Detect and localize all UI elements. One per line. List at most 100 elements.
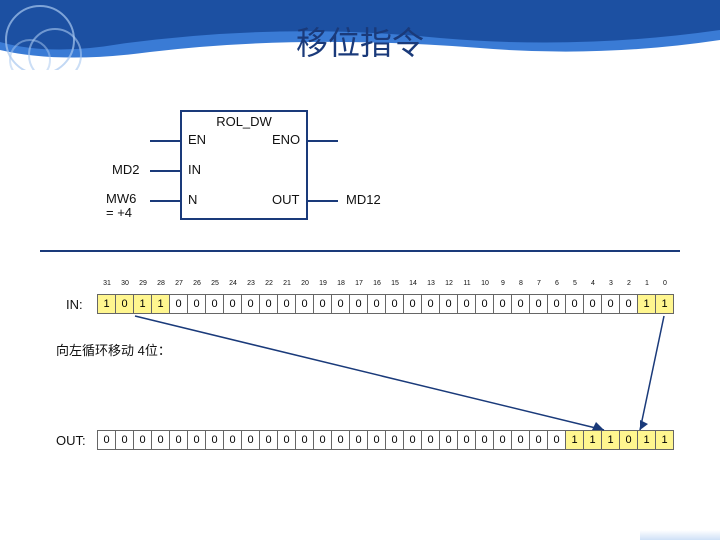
- bit-cell: 0: [241, 294, 260, 314]
- bit-index: 0: [656, 280, 674, 287]
- bit-cell: 0: [565, 294, 584, 314]
- bit-index: 27: [170, 280, 188, 287]
- bit-cell: 0: [475, 430, 494, 450]
- bit-index: 25: [206, 280, 224, 287]
- bit-cell: 0: [475, 294, 494, 314]
- bit-index: 2: [620, 280, 638, 287]
- bit-cell: 1: [565, 430, 584, 450]
- bit-cell: 0: [601, 294, 620, 314]
- bit-cell: 0: [511, 430, 530, 450]
- wire: [308, 200, 338, 202]
- page-title: 移位指令: [296, 18, 424, 64]
- bit-index: 5: [566, 280, 584, 287]
- bit-index: 15: [386, 280, 404, 287]
- bit-index: 19: [314, 280, 332, 287]
- port-out: OUT: [272, 192, 299, 207]
- bit-cell: 1: [151, 294, 170, 314]
- bit-cell: 0: [187, 294, 206, 314]
- bit-cell: 0: [331, 294, 350, 314]
- bit-cell: 0: [115, 430, 134, 450]
- bit-index: 28: [152, 280, 170, 287]
- bit-index: 23: [242, 280, 260, 287]
- bit-cell: 0: [313, 430, 332, 450]
- port-en: EN: [188, 132, 206, 147]
- bit-cell: 0: [385, 430, 404, 450]
- ext-md12: MD12: [346, 192, 381, 207]
- bit-cell: 0: [295, 430, 314, 450]
- bit-cell: 0: [367, 294, 386, 314]
- bit-cell: 0: [529, 294, 548, 314]
- bit-index: 4: [584, 280, 602, 287]
- bit-cell: 0: [151, 430, 170, 450]
- bit-index: 9: [494, 280, 512, 287]
- bit-index: 1: [638, 280, 656, 287]
- bit-cell: 0: [97, 430, 116, 450]
- shift-caption: 向左循环移动 4位：: [56, 340, 171, 359]
- bit-cell: 0: [583, 294, 602, 314]
- bit-index: 6: [548, 280, 566, 287]
- bit-cell: 0: [277, 430, 296, 450]
- bit-cell: 0: [313, 294, 332, 314]
- bit-cell: 0: [367, 430, 386, 450]
- bit-index: 3: [602, 280, 620, 287]
- out-bit-row: 00000000000000000000000000111011: [98, 430, 674, 450]
- bit-cell: 0: [619, 294, 638, 314]
- bit-index: 21: [278, 280, 296, 287]
- ext-mw6: MW6 = +4: [106, 192, 136, 220]
- bit-cell: 0: [619, 430, 638, 450]
- wire: [308, 140, 338, 142]
- bit-index: 20: [296, 280, 314, 287]
- bit-cell: 0: [349, 294, 368, 314]
- bit-cell: 0: [205, 294, 224, 314]
- bit-index: 22: [260, 280, 278, 287]
- bit-cell: 0: [349, 430, 368, 450]
- bit-cell: 0: [259, 294, 278, 314]
- header: 移位指令: [0, 0, 720, 70]
- bit-cell: 0: [493, 430, 512, 450]
- function-block-name: ROL_DW: [182, 114, 306, 129]
- bit-index: 7: [530, 280, 548, 287]
- bit-cell: 1: [97, 294, 116, 314]
- bit-cell: 0: [403, 294, 422, 314]
- bit-cell: 0: [457, 294, 476, 314]
- bit-index: 14: [404, 280, 422, 287]
- shift-arrows: [0, 0, 720, 540]
- port-eno: ENO: [272, 132, 300, 147]
- bit-cell: 0: [547, 430, 566, 450]
- wire: [150, 170, 180, 172]
- footer-decoration: [640, 530, 720, 540]
- bit-cell: 0: [187, 430, 206, 450]
- bit-cell: 0: [223, 430, 242, 450]
- bit-index: 29: [134, 280, 152, 287]
- ext-md2: MD2: [112, 162, 139, 177]
- bit-cell: 0: [133, 430, 152, 450]
- horizontal-divider: [40, 250, 680, 252]
- bit-cell: 0: [115, 294, 134, 314]
- bit-cell: 0: [493, 294, 512, 314]
- bit-cell: 0: [511, 294, 530, 314]
- bit-cell: 0: [331, 430, 350, 450]
- bit-cell: 0: [385, 294, 404, 314]
- bit-cell: 0: [457, 430, 476, 450]
- bit-cell: 0: [205, 430, 224, 450]
- bit-index: 10: [476, 280, 494, 287]
- bit-cell: 0: [421, 430, 440, 450]
- bit-index: 13: [422, 280, 440, 287]
- bit-cell: 1: [637, 430, 656, 450]
- bit-cell: 0: [169, 430, 188, 450]
- bit-cell: 0: [277, 294, 296, 314]
- bit-indices-row: 3130292827262524232221201918171615141312…: [98, 280, 674, 287]
- bit-cell: 1: [655, 294, 674, 314]
- port-in: IN: [188, 162, 201, 177]
- bit-index: 18: [332, 280, 350, 287]
- bit-index: 24: [224, 280, 242, 287]
- bit-cell: 1: [133, 294, 152, 314]
- bit-cell: 1: [583, 430, 602, 450]
- bit-cell: 0: [529, 430, 548, 450]
- bit-cell: 0: [223, 294, 242, 314]
- bit-cell: 0: [295, 294, 314, 314]
- bit-index: 30: [116, 280, 134, 287]
- bit-cell: 0: [259, 430, 278, 450]
- bit-cell: 0: [421, 294, 440, 314]
- bit-cell: 1: [637, 294, 656, 314]
